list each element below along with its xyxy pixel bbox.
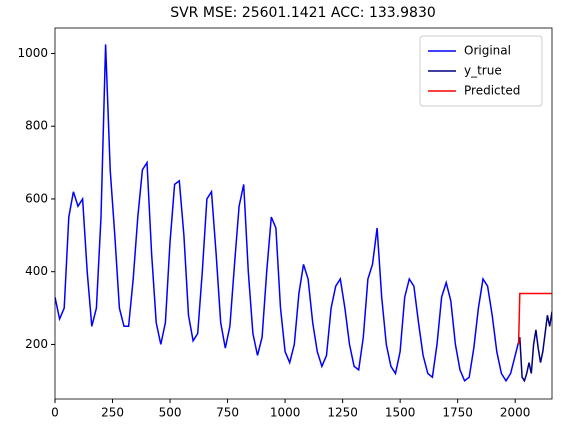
series-line [519,311,552,383]
y-tick-label: 200 [25,337,48,351]
plot-frame [54,27,553,400]
y-tick-label: 400 [25,264,48,278]
legend-label: Original [464,44,511,58]
legend-label: y_true [464,64,502,78]
x-tick-label: 0 [51,406,59,420]
x-tick-label: 1750 [442,406,473,420]
x-tick-label: 750 [216,406,239,420]
x-tick-label: 1250 [327,406,358,420]
series-line [55,44,521,383]
legend-box [419,35,543,107]
y-tick-label: 800 [25,119,48,133]
x-tick-label: 2000 [500,406,531,420]
y-tick-label: 1000 [17,46,48,60]
chart-title: SVR MSE: 25601.1421 ACC: 133.9830 [170,5,436,21]
y-tick-label: 600 [25,191,48,205]
x-tick-label: 1500 [385,406,416,420]
legend-label: Predicted [464,84,520,98]
x-tick-label: 500 [159,406,182,420]
x-tick-label: 1000 [270,406,301,420]
series-line [517,292,552,345]
x-tick-label: 250 [101,406,124,420]
